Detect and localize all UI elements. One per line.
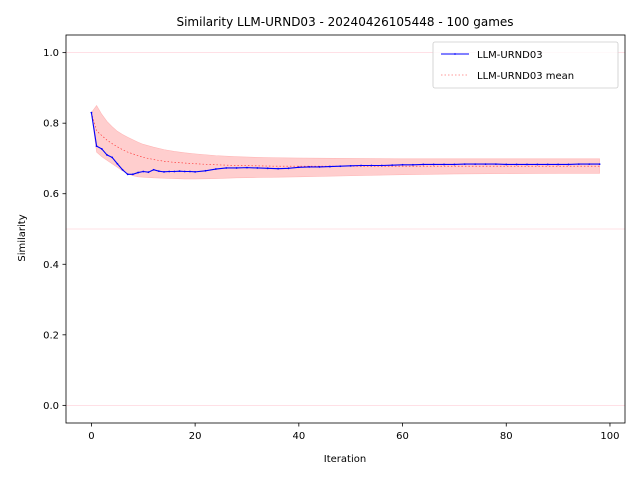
series-point [412, 163, 414, 166]
y-tick-label: 0.8 [43, 119, 59, 130]
series-point [121, 168, 124, 171]
series-point [494, 163, 497, 165]
series-point [308, 166, 311, 168]
series-point [225, 167, 228, 169]
x-tick-label: 60 [396, 431, 409, 442]
legend-label-mean: LLM-URND03 mean [477, 71, 574, 82]
x-tick-label: 100 [600, 431, 619, 442]
x-tick-label: 20 [189, 431, 202, 442]
series-point [163, 170, 165, 173]
series-point [157, 170, 160, 173]
series-point [505, 163, 508, 166]
axes-frame [65, 34, 626, 424]
legend-box [432, 41, 619, 89]
y-axis-label: Similarity [17, 214, 28, 261]
series-point [204, 169, 207, 172]
series-point [422, 163, 425, 166]
series-point [318, 166, 321, 168]
series-point [546, 163, 549, 166]
x-axis-label: Iteration [324, 454, 366, 465]
series-point [173, 170, 176, 173]
series-point [526, 163, 528, 166]
series-point [297, 166, 300, 169]
series-point [339, 165, 342, 168]
series-point [536, 163, 539, 166]
series-point [598, 163, 601, 165]
series-point [147, 171, 150, 174]
series-point [443, 163, 445, 166]
y-tick-label: 0.6 [43, 189, 59, 200]
y-tick-label: 0.4 [43, 260, 59, 271]
series-point [432, 163, 435, 166]
series-point [194, 170, 197, 173]
series-point [100, 148, 103, 150]
series-point [168, 170, 171, 173]
series-point [567, 163, 570, 166]
series-point [90, 111, 93, 114]
series-point [246, 166, 248, 169]
x-tick-label: 40 [292, 431, 305, 442]
series-point [126, 173, 129, 176]
series-point [577, 163, 580, 165]
y-tick-label: 1.0 [43, 48, 59, 59]
series-point [137, 171, 139, 174]
series-point [515, 163, 518, 166]
series-point [401, 163, 404, 166]
series-point [106, 154, 108, 156]
series-point [380, 164, 383, 167]
series-point [256, 167, 259, 169]
x-tick-label: 80 [500, 431, 513, 442]
series-point [178, 170, 181, 173]
y-tick-label: 0.2 [43, 330, 59, 341]
series-point [329, 165, 331, 168]
series-point [474, 163, 477, 165]
series-point [484, 163, 487, 165]
series-point [183, 170, 186, 173]
series-point [453, 163, 456, 166]
series-point [588, 163, 591, 165]
series-point [131, 173, 134, 176]
series-point [142, 170, 145, 173]
legend: LLM-URND03 LLM-URND03 mean [432, 41, 619, 89]
plot-area [66, 52, 625, 406]
series-point [349, 164, 352, 167]
series-point [277, 167, 279, 170]
series-point [95, 145, 98, 148]
chart-title: Similarity LLM-URND03 - 20240426105448 -… [176, 15, 513, 29]
x-tick-label: 0 [88, 431, 94, 442]
legend-marker-series [454, 53, 456, 55]
confidence-band [91, 105, 600, 180]
series-point [557, 163, 560, 166]
series-point [287, 167, 290, 170]
series-point [360, 164, 362, 167]
series-point [235, 167, 238, 169]
series-point [116, 162, 119, 165]
series-point [266, 167, 269, 170]
series-point [391, 164, 394, 167]
series-point [111, 156, 114, 159]
legend-label-series: LLM-URND03 [477, 50, 543, 61]
y-tick-label: 0.0 [43, 401, 59, 412]
series-point [370, 164, 373, 167]
series-point [463, 163, 466, 165]
series-point [214, 168, 217, 170]
mean-series-line [91, 112, 600, 167]
series-point [152, 168, 155, 171]
axes: 0 20 40 60 80 100 0.0 0.2 0.4 0.6 0.8 1.0 [43, 34, 626, 442]
series-point [189, 170, 191, 173]
